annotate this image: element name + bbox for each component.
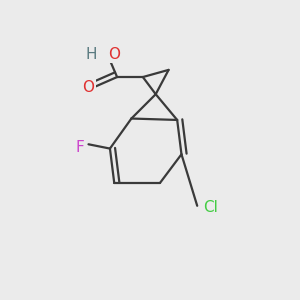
Text: F: F [76, 140, 84, 154]
Text: H: H [85, 47, 97, 62]
Text: H: H [85, 47, 97, 62]
Text: O: O [109, 47, 121, 62]
Text: Cl: Cl [203, 200, 218, 215]
Text: O: O [82, 80, 94, 94]
Text: F: F [76, 140, 84, 154]
Text: O: O [82, 80, 94, 94]
Text: Cl: Cl [203, 200, 218, 215]
Text: O: O [109, 47, 121, 62]
